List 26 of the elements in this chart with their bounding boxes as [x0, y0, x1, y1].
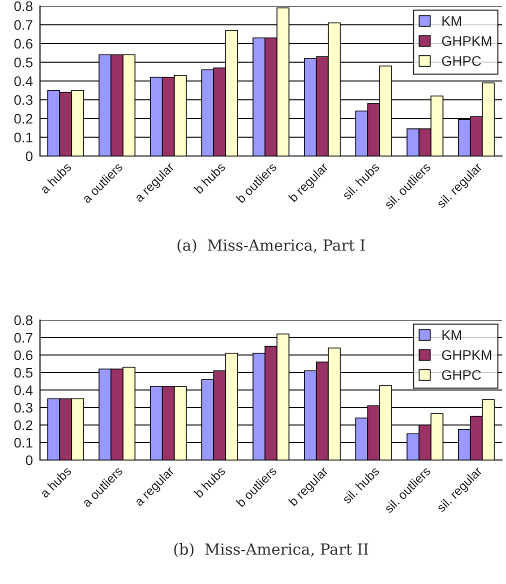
- y-tick-label: 0: [26, 455, 33, 466]
- y-tick-label: 0.1: [14, 438, 32, 448]
- y-tick-label: 0.2: [14, 420, 32, 430]
- legend-label: KM: [442, 16, 462, 26]
- text: (a) Miss-America, Part I: [178, 239, 365, 254]
- legend-label: GHPC: [442, 370, 481, 380]
- y-tick-label: 0.8: [14, 315, 32, 326]
- y-tick-label: 0: [26, 151, 33, 162]
- y-tick-label: 0.4: [14, 385, 33, 396]
- y-tick-label: 0.6: [14, 350, 32, 360]
- text: (b) Miss-America, Part II: [174, 543, 368, 558]
- y-tick-label: 0.7: [14, 20, 32, 30]
- legend-label: KM: [442, 330, 462, 340]
- legend-label: GHPKM: [442, 350, 492, 360]
- y-tick-label: 0.7: [14, 332, 32, 343]
- legend-label: GHPKM: [442, 36, 492, 46]
- y-tick-label: 0.4: [14, 76, 33, 86]
- y-tick-label: 0.8: [14, 1, 32, 12]
- y-tick-label: 0.6: [14, 38, 32, 49]
- y-tick-label: 0.1: [14, 132, 32, 142]
- y-tick-label: 0.3: [14, 95, 32, 105]
- y-tick-label: 0.3: [14, 402, 32, 413]
- legend-label: GHPC: [442, 56, 481, 66]
- y-tick-label: 0.5: [14, 368, 32, 378]
- y-tick-label: 0.5: [14, 58, 32, 68]
- y-tick-label: 0.2: [14, 114, 32, 124]
